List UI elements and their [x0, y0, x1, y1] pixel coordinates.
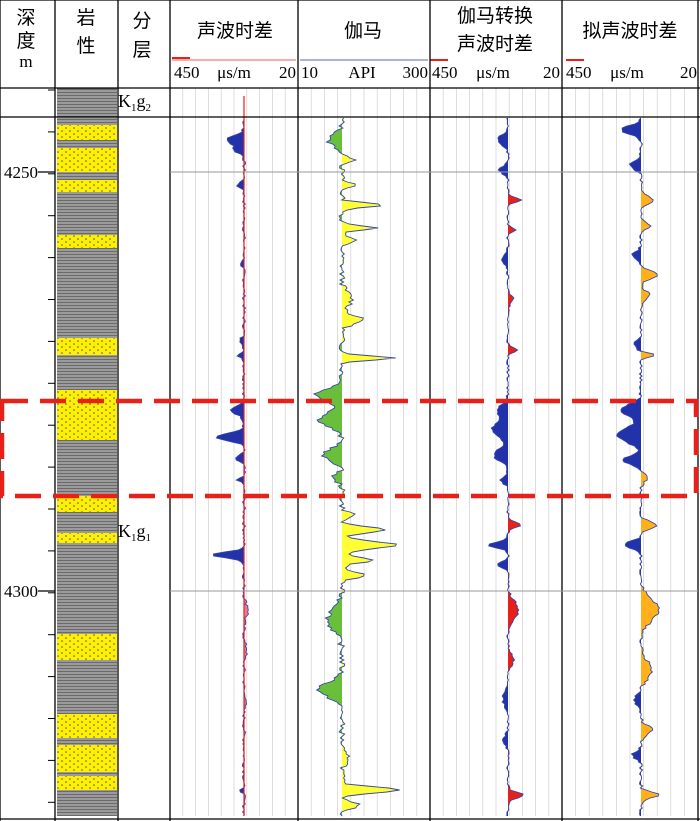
pseudo-scale-unit: μs/m — [610, 63, 644, 82]
sonic-curve-line — [212, 117, 250, 817]
conv-header-2: 声波时差 — [457, 33, 533, 55]
pseudo-header: 拟声波时差 — [582, 20, 677, 42]
layer-header-2: 层 — [132, 39, 151, 61]
conv-scale-left: 450 — [432, 63, 458, 82]
highlight-box — [0, 398, 699, 499]
depth-header-unit: m — [19, 52, 32, 71]
sand-interval — [57, 180, 117, 192]
gamma-scale-unit: API — [348, 63, 376, 82]
conv-curve-positive-fill — [508, 118, 524, 816]
gamma-header: 伽马 — [344, 20, 382, 42]
gamma-curve-line — [312, 117, 400, 817]
formation-label-k1g1: K1g1 — [118, 521, 151, 544]
sand-interval — [57, 634, 117, 660]
gamma-scale-left: 10 — [301, 63, 318, 82]
track-grids — [182, 88, 685, 816]
sonic-header: 声波时差 — [197, 20, 273, 42]
gamma-scale-right: 300 — [403, 63, 429, 82]
layer-header-1: 分 — [132, 10, 151, 32]
depth-header-1: 深 — [16, 7, 35, 29]
sonic-scale-right: 20 — [279, 63, 296, 82]
pseudo-scale-left: 450 — [566, 63, 592, 82]
sonic-scale-unit: μs/m — [217, 63, 251, 82]
sand-interval — [57, 745, 117, 772]
shale-interval — [57, 88, 117, 816]
pseudo-curve-negative-fill — [616, 118, 641, 816]
pseudo-curve-line — [616, 117, 660, 817]
log-curves — [212, 96, 660, 817]
sand-interval — [57, 714, 117, 738]
sand-interval — [57, 776, 117, 790]
sand-interval — [57, 148, 117, 172]
conv-curve-negative-fill — [488, 118, 508, 816]
formation-k1g1: K1g1 — [118, 521, 151, 544]
lithology-column — [57, 88, 117, 816]
sand-interval — [57, 496, 117, 512]
sand-interval — [57, 338, 117, 355]
conv-curve-line — [488, 117, 524, 817]
highlight-rect — [0, 398, 699, 499]
lith-header-1: 岩 — [76, 7, 95, 29]
sand-interval — [57, 390, 117, 440]
pseudo-curve-positive-fill — [641, 118, 660, 816]
sand-interval — [57, 125, 117, 140]
depth-tick-label-4250: 4250 — [4, 163, 38, 182]
depth-header-2: 度 — [16, 30, 35, 52]
conv-scale-unit: μs/m — [476, 63, 510, 82]
conv-header-1: 伽马转换 — [457, 5, 533, 27]
formation-k1g2: K1g2 — [118, 91, 151, 114]
formation-label-k1g2: K1g2 — [118, 91, 151, 114]
depth-tick-label-4300: 4300 — [4, 582, 38, 601]
lith-header-2: 性 — [76, 35, 95, 57]
pseudo-scale-right: 20 — [680, 63, 697, 82]
sonic-curve-negative-fill — [213, 118, 244, 816]
sonic-scale-left: 450 — [174, 63, 200, 82]
conv-scale-right: 20 — [543, 63, 560, 82]
header-row: 深 度 m 岩 性 分 层 声波时差 伽马 伽马转换 声波时差 拟声波时差 45… — [16, 5, 697, 82]
depth-axis: 4250 4300 — [4, 89, 55, 803]
sand-interval — [57, 235, 117, 248]
sand-interval — [57, 533, 117, 543]
